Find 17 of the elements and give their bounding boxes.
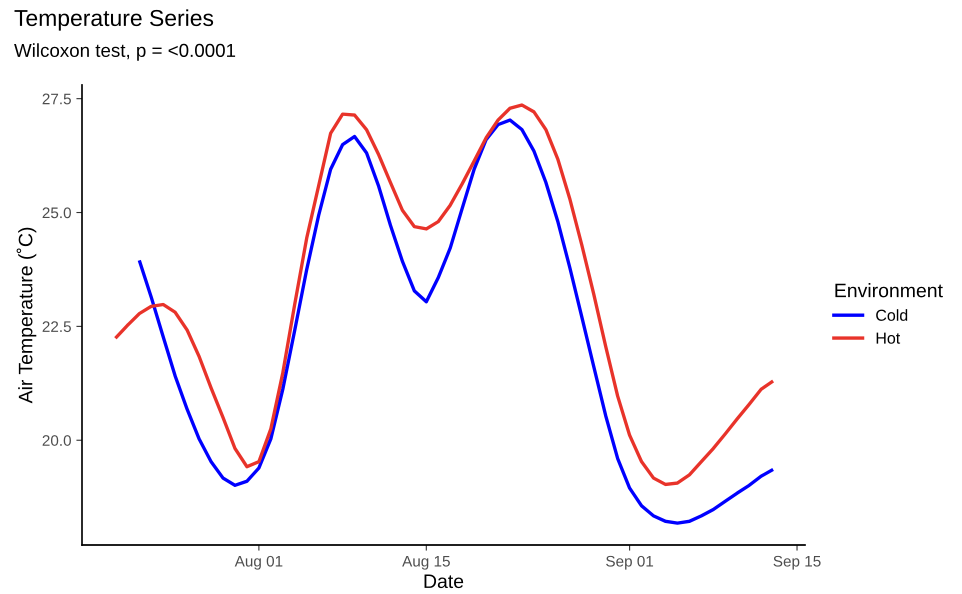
chart-title: Temperature Series [14,9,214,31]
x-tick-label: Sep 01 [606,556,654,570]
y-tick-label: 25.0 [42,207,71,218]
x-tick-label: Aug 15 [402,556,450,570]
y-tick-label: 22.5 [42,321,71,332]
legend-label: Hot [876,332,900,344]
y-axis-title: Air Temperature (˚C) [16,228,36,404]
x-axis-title: Date [424,574,464,588]
line-series [138,118,775,525]
line-series [114,103,775,486]
y-tick-label: 20.0 [42,435,71,446]
y-tick-label: 27.5 [42,94,71,104]
x-tick-label: Sep 15 [774,556,821,570]
legend-title: Environment [835,283,943,298]
x-tick-label: Aug 01 [234,556,282,570]
chart-subtitle: Wilcoxon test, p = <0.0001 [14,43,236,61]
legend-label: Cold [876,309,908,321]
